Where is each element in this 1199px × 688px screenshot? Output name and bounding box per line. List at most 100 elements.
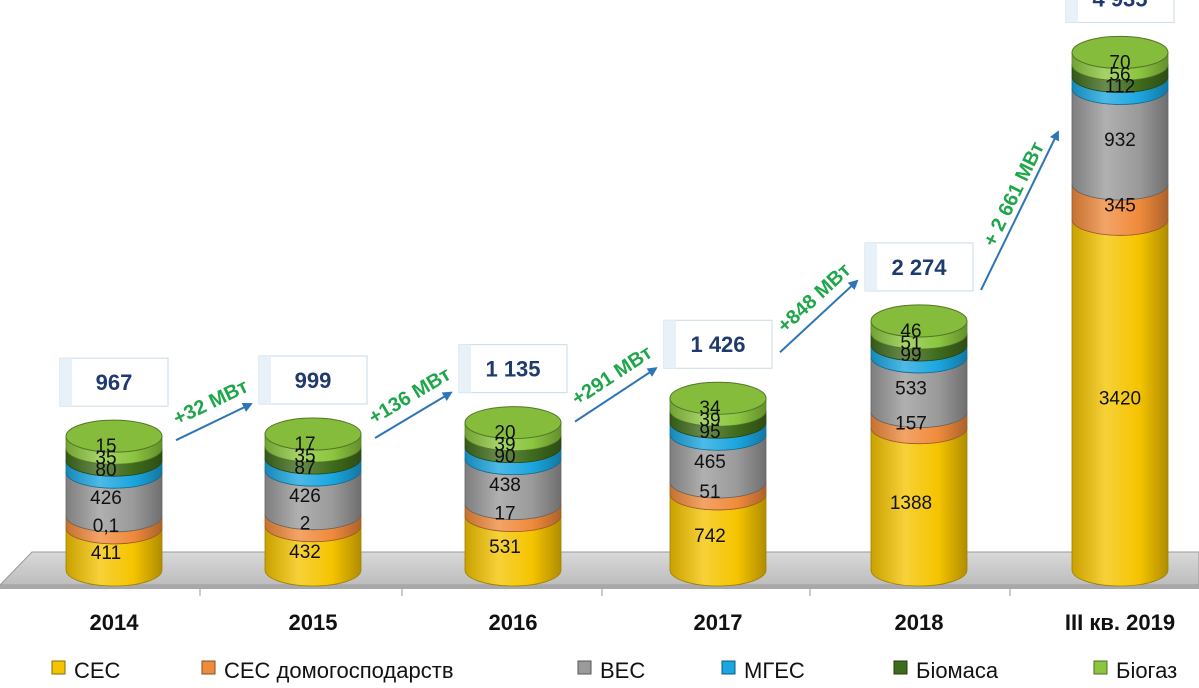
- growth-arrow: [574, 367, 658, 423]
- data-label-4-2014: 80: [95, 460, 116, 481]
- total-box-2014: 967: [59, 357, 169, 407]
- legend-item-4: МГЕС: [721, 658, 805, 683]
- chart-floor: [0, 551, 1199, 589]
- data-label-3-2017: 465: [694, 452, 726, 473]
- data-label-5-2014: 35: [95, 448, 116, 469]
- total-value: 999: [295, 368, 332, 393]
- data-label-6-2018: 46: [900, 321, 921, 342]
- legend-swatch: [51, 660, 66, 675]
- increment-label: +848 МВт: [773, 259, 855, 337]
- data-label-6-2014: 15: [95, 436, 116, 457]
- x-tick-label: 2014: [90, 610, 140, 635]
- legend-swatch: [577, 660, 592, 675]
- data-label-3-2014: 426: [90, 488, 122, 509]
- legend-item-2: СЕС домогосподарств: [201, 658, 454, 683]
- legend-item-6: Біогаз: [1093, 658, 1177, 683]
- legend-item-1: СЕС: [51, 658, 121, 683]
- data-label-6-2016: 20: [494, 423, 515, 444]
- increment-label: + 2 661 МВт: [979, 138, 1049, 250]
- bar-2018: [870, 304, 968, 587]
- bars-layer: 4110,14268035154322426873517531174389039…: [65, 35, 1169, 587]
- bar-2017: [669, 381, 767, 587]
- bar-top-cap: [669, 381, 767, 415]
- legend-label: Біогаз: [1116, 658, 1177, 683]
- growth-arrow: [779, 279, 859, 353]
- data-label-1-2015: 432: [289, 542, 321, 563]
- total-box-2018: 2 274: [864, 242, 974, 292]
- x-axis-labels: 2014 2015 2016 2017 2018 III кв. 2019: [90, 610, 1176, 635]
- data-label-1-2017: 742: [694, 526, 726, 547]
- data-label-3-2018: 533: [895, 378, 927, 399]
- growth-arrow: [980, 130, 1059, 291]
- data-label-4-2016: 90: [494, 447, 515, 468]
- bar-top-cap: [1071, 35, 1169, 69]
- total-box-2015: 999: [258, 355, 368, 405]
- data-label-1-2016: 531: [489, 537, 521, 558]
- data-label-4-2018: 99: [900, 345, 921, 366]
- data-label-1-iii-кв.-2019: 3420: [1099, 389, 1141, 410]
- bar-top-cap: [264, 417, 362, 451]
- data-label-2-2015: 2: [300, 514, 311, 535]
- total-value: 2 274: [891, 255, 947, 280]
- totals-layer: 967 999 1 135 1 426 2 274 4 935: [59, 0, 1175, 407]
- legend-label: СЕС домогосподарств: [224, 658, 454, 683]
- data-label-4-2015: 87: [294, 458, 315, 479]
- total-value: 1 135: [485, 357, 540, 382]
- bar-2014: [65, 419, 163, 587]
- data-label-6-2015: 17: [294, 434, 315, 455]
- legend-swatch: [721, 660, 736, 675]
- data-label-1-2018: 1388: [890, 493, 932, 514]
- bar-top-cap: [464, 406, 562, 440]
- increment-label: +32 МВт: [170, 375, 252, 430]
- legend-item-5: Біомаса: [893, 658, 999, 683]
- data-label-2-2016: 17: [494, 504, 515, 525]
- growth-arrow: [374, 391, 453, 439]
- legend-item-3: ВЕС: [577, 658, 645, 683]
- data-label-5-2017: 39: [699, 410, 720, 431]
- increment-label: +136 МВт: [365, 363, 455, 429]
- x-tick-label: 2017: [694, 610, 743, 635]
- data-label-2-2018: 157: [895, 414, 927, 435]
- bar-iii-кв.-2019: [1071, 35, 1169, 587]
- legend-label: ВЕС: [600, 658, 645, 683]
- data-label-5-iii-кв.-2019: 56: [1109, 64, 1130, 85]
- bar-top-cap: [870, 304, 968, 338]
- x-tick-label: III кв. 2019: [1065, 610, 1175, 635]
- total-box-2016: 1 135: [458, 344, 568, 394]
- data-label-2-2017: 51: [699, 482, 720, 503]
- data-label-3-2015: 426: [289, 486, 321, 507]
- data-label-3-iii-кв.-2019: 932: [1104, 130, 1136, 151]
- bar-2015: [264, 417, 362, 587]
- legend-swatch: [1093, 660, 1108, 675]
- growth-arrow: [175, 402, 253, 442]
- total-box-2017: 1 426: [663, 319, 773, 369]
- legend: СЕС СЕС домогосподарств ВЕС МГЕС Біомаса Біог…: [51, 658, 1177, 683]
- x-tick-label: 2018: [895, 610, 944, 635]
- data-label-5-2016: 39: [494, 435, 515, 456]
- legend-label: Біомаса: [916, 658, 999, 683]
- data-label-4-2017: 95: [699, 422, 720, 443]
- x-tick-label: 2016: [489, 610, 538, 635]
- legend-label: СЕС: [74, 658, 121, 683]
- total-box-iii-кв.-2019: 4 935: [1065, 0, 1175, 23]
- data-label-2-2014: 0,1: [93, 516, 119, 537]
- data-label-5-2018: 51: [900, 333, 921, 354]
- x-axis-ticks: [199, 589, 1011, 596]
- legend-swatch: [201, 660, 216, 675]
- legend-label: МГЕС: [744, 658, 805, 683]
- total-value: 4 935: [1092, 0, 1147, 11]
- data-label-3-2016: 438: [489, 475, 521, 496]
- data-label-1-2014: 411: [91, 543, 121, 564]
- x-tick-label: 2015: [289, 610, 338, 635]
- legend-swatch: [893, 660, 908, 675]
- data-label-5-2015: 35: [294, 446, 315, 467]
- bar-top-cap: [65, 419, 163, 453]
- data-label-6-2017: 34: [699, 398, 721, 419]
- bar-2016: [464, 406, 562, 587]
- data-label-4-iii-кв.-2019: 112: [1105, 76, 1135, 97]
- data-label-6-iii-кв.-2019: 70: [1109, 52, 1130, 73]
- total-value: 1 426: [690, 332, 745, 357]
- data-label-2-iii-кв.-2019: 345: [1104, 196, 1136, 217]
- total-value: 967: [96, 370, 133, 395]
